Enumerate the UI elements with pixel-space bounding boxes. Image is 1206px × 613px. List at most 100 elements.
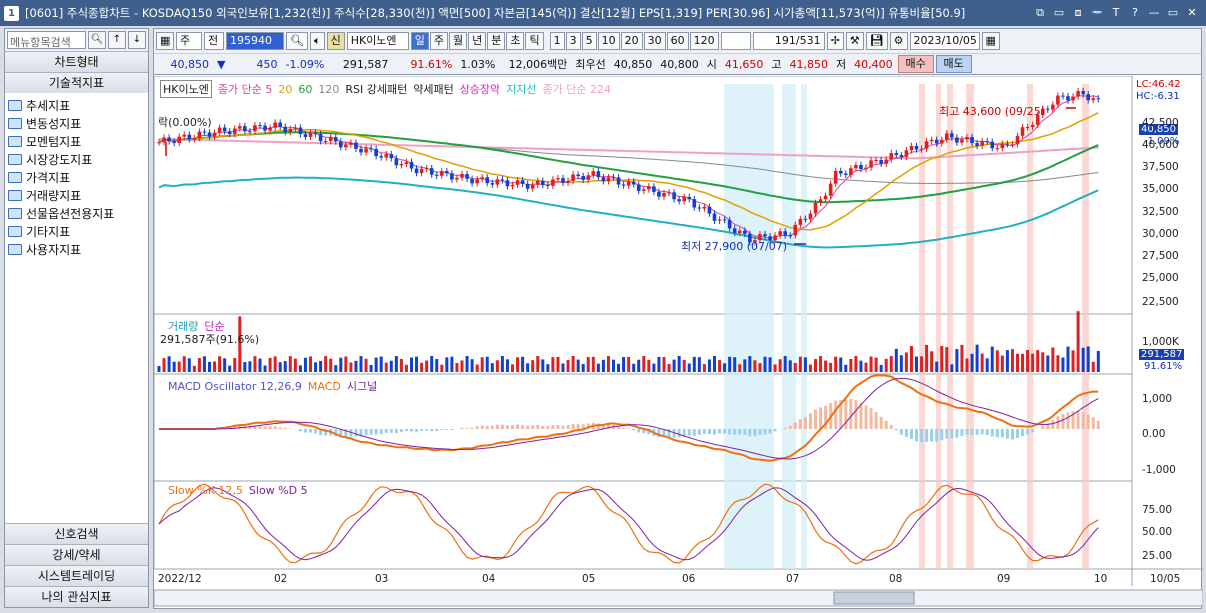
custom-count-input[interactable] xyxy=(720,32,751,50)
macd-osc-bar xyxy=(374,429,378,435)
window-button-4[interactable]: T xyxy=(1112,6,1120,19)
buy-button[interactable]: 매수 xyxy=(897,55,934,73)
arrow-down-icon[interactable]: ↓ xyxy=(128,31,146,49)
tree-item-7[interactable]: 기타지표 xyxy=(8,222,145,240)
volume-bar xyxy=(768,357,772,372)
period-button-6[interactable]: 틱 xyxy=(525,32,544,50)
volume-bar xyxy=(606,356,610,372)
period-button-5[interactable]: 초 xyxy=(506,32,525,50)
tree-item-2[interactable]: 모멘텀지표 xyxy=(8,132,145,150)
arrow-up-icon[interactable]: ↑ xyxy=(108,31,126,49)
date-input[interactable]: 2023/10/05 xyxy=(909,32,980,50)
bottom-tab-2[interactable]: 시스템트레이딩 xyxy=(5,565,148,586)
chart-canvas[interactable] xyxy=(154,76,1203,608)
macd-osc-bar xyxy=(1066,412,1070,429)
count-button-2[interactable]: 5 xyxy=(581,32,597,50)
tree-item-5[interactable]: 거래량지표 xyxy=(8,186,145,204)
candle-body xyxy=(475,179,479,184)
macd-osc-bar xyxy=(834,400,838,429)
candle-body xyxy=(1051,104,1055,110)
window-button-3[interactable]: ᆓ xyxy=(1091,6,1103,19)
tab-chart-type[interactable]: 차트형태 xyxy=(5,51,148,72)
window-button-8[interactable]: ✕ xyxy=(1187,6,1197,19)
candle-body xyxy=(541,180,545,185)
count-button-0[interactable]: 1 xyxy=(549,32,565,50)
period-button-1[interactable]: 주 xyxy=(429,32,448,50)
bottom-tab-1[interactable]: 강세/약세 xyxy=(5,544,148,565)
period-button-3[interactable]: 년 xyxy=(468,32,487,50)
ask-price: 40,850 xyxy=(613,57,653,71)
chart-area[interactable]: HK이노엔 종가 단순 5 20 60 120 RSI 강세패턴 약세패턴 상승장악 지지선 종가… xyxy=(154,76,1203,608)
volume-bar xyxy=(899,355,903,372)
volume-bar xyxy=(364,358,368,372)
count-button-5[interactable]: 30 xyxy=(643,32,666,50)
count-button-1[interactable]: 3 xyxy=(565,32,581,50)
macd-osc-bar xyxy=(808,413,812,429)
menu-search-input[interactable]: 메뉴항목검색 xyxy=(7,31,86,49)
window-button-5[interactable]: ? xyxy=(1132,6,1138,19)
volume-bar xyxy=(1016,353,1019,372)
volume-bar xyxy=(455,362,459,372)
volume-bar xyxy=(859,360,863,372)
tools-icon[interactable]: ⚒ xyxy=(845,32,864,50)
candle-body xyxy=(909,145,914,151)
stoch-axis-label: 25.00 xyxy=(1142,550,1173,562)
count-button-3[interactable]: 10 xyxy=(597,32,620,50)
macd-osc-bar xyxy=(909,429,913,440)
search-icon[interactable]: 🔍︎ xyxy=(88,31,106,49)
volume-bar xyxy=(839,357,843,372)
calendar-icon[interactable]: ▦ xyxy=(981,32,1000,50)
tree-item-8[interactable]: 사용자지표 xyxy=(8,240,145,258)
stock-name-field[interactable]: HK이노엔 xyxy=(346,32,409,50)
window-button-0[interactable]: ⧉ xyxy=(1036,6,1044,19)
window-button-2[interactable]: ⧈ xyxy=(1074,6,1082,19)
volume-bar xyxy=(960,344,964,372)
candle-body xyxy=(232,128,237,135)
candle-body xyxy=(313,132,318,135)
bottom-tab-0[interactable]: 신호검색 xyxy=(5,523,148,544)
window-button-7[interactable]: ▭ xyxy=(1167,6,1179,19)
window-button-6[interactable]: — xyxy=(1148,6,1160,19)
market-select[interactable]: 주 xyxy=(176,32,202,50)
range-select[interactable]: 전 xyxy=(204,32,224,50)
candle-body xyxy=(838,170,843,174)
candle-body xyxy=(1030,124,1035,128)
folder-icon xyxy=(8,135,22,147)
page-field[interactable]: 191/531 xyxy=(752,32,825,50)
period-button-2[interactable]: 월 xyxy=(448,32,468,50)
app-menu-button[interactable]: ▦ xyxy=(156,32,174,50)
tree-item-6[interactable]: 선물옵션전용지표 xyxy=(8,204,145,222)
bottom-tab-3[interactable]: 나의 관심지표 xyxy=(5,586,148,607)
tab-technical-indicators[interactable]: 기술적지표 xyxy=(5,72,148,93)
period-button-0[interactable]: 일 xyxy=(410,32,429,50)
speaker-icon[interactable]: 🔈︎ xyxy=(309,32,325,50)
period-button-4[interactable]: 분 xyxy=(487,32,506,50)
stock-code-input[interactable]: 195940 xyxy=(226,32,284,50)
macd-osc-bar xyxy=(258,425,262,429)
candle-body xyxy=(1056,95,1060,105)
count-button-7[interactable]: 120 xyxy=(689,32,719,50)
macd-osc-bar xyxy=(571,424,575,429)
settings-icon[interactable]: ⚙ xyxy=(889,32,908,50)
tree-item-4[interactable]: 가격지표 xyxy=(8,168,145,186)
volume-bar xyxy=(258,358,262,372)
tree-item-0[interactable]: 추세지표 xyxy=(8,96,145,114)
folder-icon xyxy=(8,153,22,165)
turnover: 1.03% xyxy=(460,57,496,71)
volume-bar xyxy=(410,357,413,372)
count-button-4[interactable]: 20 xyxy=(620,32,643,50)
macd-axis-label: 1,000 xyxy=(1142,393,1173,405)
save-icon[interactable]: 💾︎ xyxy=(865,32,888,50)
candle-body xyxy=(919,148,924,150)
macd-osc-bar xyxy=(884,420,888,429)
candle-body xyxy=(1081,91,1085,95)
tree-item-1[interactable]: 변동성지표 xyxy=(8,114,145,132)
sell-button[interactable]: 매도 xyxy=(935,55,972,73)
count-button-6[interactable]: 60 xyxy=(666,32,689,50)
code-search-icon[interactable]: 🔍︎ xyxy=(286,32,308,50)
crosshair-icon[interactable]: ✢ xyxy=(826,32,844,50)
tree-item-3[interactable]: 시장강도지표 xyxy=(8,150,145,168)
volume-axis-label: 1,000K xyxy=(1142,336,1179,348)
menu-search-row: 메뉴항목검색 🔍︎ ↑ ↓ xyxy=(5,29,148,51)
window-button-1[interactable]: ▭ xyxy=(1053,6,1065,19)
